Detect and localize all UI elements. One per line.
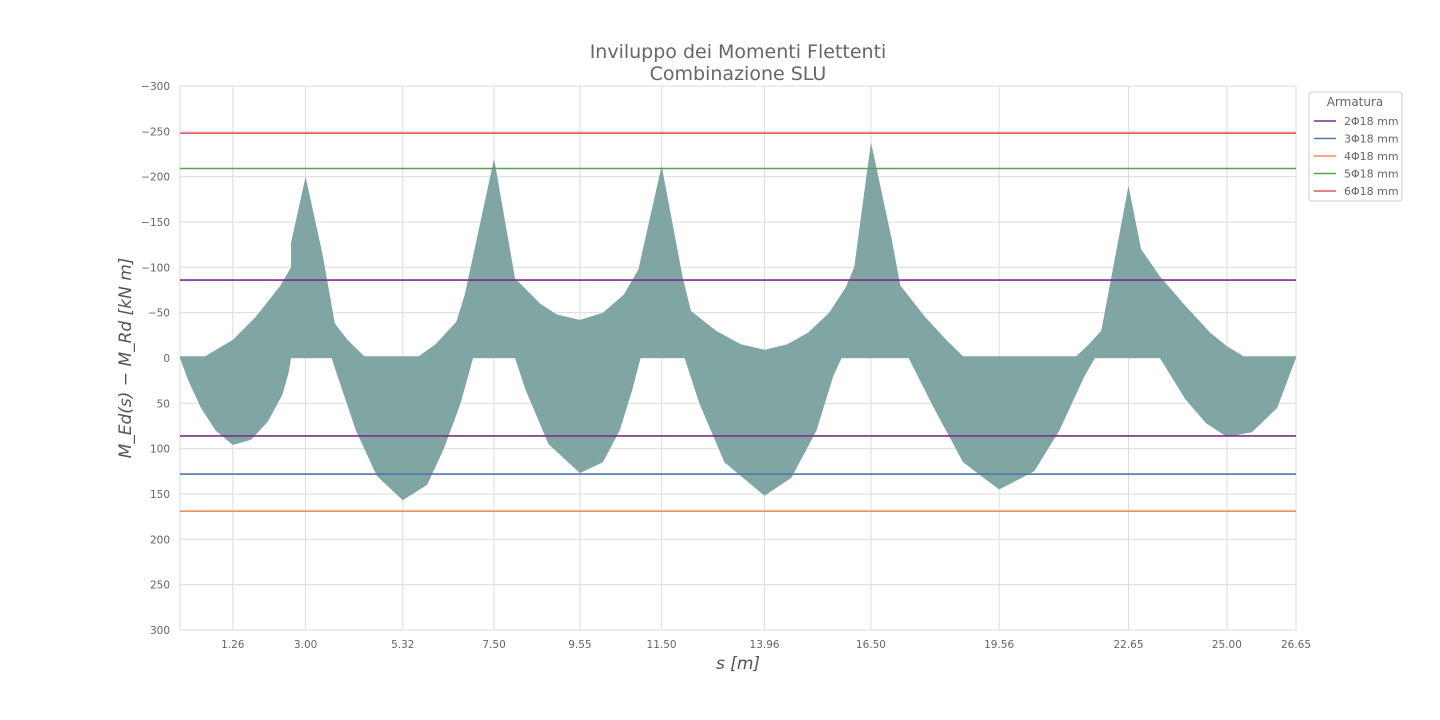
x-tick-label: 19.56	[984, 639, 1014, 651]
legend-entry: 2Φ18 mm	[1344, 115, 1399, 128]
legend-entry: 4Φ18 mm	[1344, 150, 1399, 163]
legend-entry: 6Φ18 mm	[1344, 185, 1399, 198]
envelope-area	[180, 142, 1296, 501]
x-axis-ticks: 1.26 3.00 5.32 7.50 9.55 11.50 13.96 16.50 19.56…	[221, 639, 1311, 651]
y-tick-label: −50	[148, 308, 170, 320]
x-tick-label: 25.00	[1212, 639, 1242, 651]
legend-entry: 3Φ18 mm	[1344, 133, 1399, 146]
y-tick-label: 300	[150, 625, 170, 637]
y-tick-label: −300	[141, 81, 170, 93]
y-tick-label: −250	[141, 126, 170, 138]
y-tick-label: −100	[141, 262, 170, 274]
x-tick-label: 13.96	[750, 639, 780, 651]
y-tick-label: −150	[141, 217, 170, 229]
x-tick-label: 3.00	[294, 639, 317, 651]
x-tick-label: 16.50	[856, 639, 886, 651]
x-tick-label: 1.26	[221, 639, 245, 651]
x-tick-label: 11.50	[647, 639, 677, 651]
x-tick-label: 22.65	[1113, 639, 1143, 651]
legend: Armatura 2Φ18 mm 3Φ18 mm 4Φ18 mm 5Φ18 mm 6Φ1…	[1308, 91, 1403, 202]
x-tick-label: 7.50	[482, 639, 505, 651]
x-tick-label: 26.65	[1281, 639, 1311, 651]
legend-title: Armatura	[1327, 95, 1384, 109]
x-tick-label: 9.55	[568, 639, 591, 651]
legend-entry: 5Φ18 mm	[1344, 168, 1399, 181]
x-tick-label: 5.32	[391, 639, 414, 651]
y-axis-label: M_Ed(s) − M_Rd [kN m]	[116, 258, 136, 459]
y-tick-label: −200	[141, 172, 170, 184]
chart-title-line1: Inviluppo dei Momenti Flettenti	[590, 41, 887, 63]
y-tick-label: 0	[163, 353, 170, 365]
reinforcement-lines	[180, 132, 1296, 513]
y-tick-label: 200	[150, 534, 170, 546]
y-tick-label: 50	[157, 398, 170, 410]
envelope-fill	[180, 142, 1296, 501]
y-tick-label: 250	[150, 580, 170, 592]
x-axis-label: s [m]	[716, 654, 760, 674]
chart-title-line2: Combinazione SLU	[650, 63, 827, 85]
y-axis-ticks: −300 −250 −200 −150 −100 −50 0 50 100 150 200 250 30…	[141, 81, 170, 637]
y-tick-label: 150	[150, 489, 170, 501]
y-tick-label: 100	[150, 444, 170, 456]
